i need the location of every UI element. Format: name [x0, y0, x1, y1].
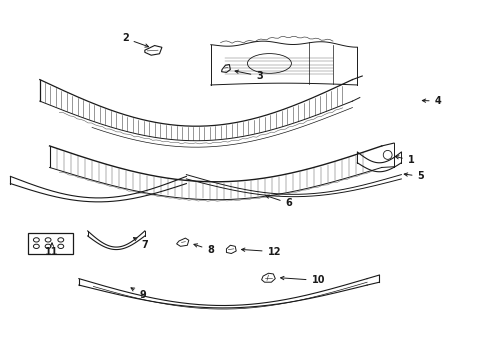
Text: 10: 10	[281, 275, 325, 285]
Text: 3: 3	[235, 70, 263, 81]
Text: 1: 1	[395, 155, 415, 165]
Text: 9: 9	[131, 288, 146, 300]
Text: 11: 11	[45, 243, 59, 257]
Text: 8: 8	[194, 244, 214, 255]
Bar	[27, 233, 73, 253]
Text: 5: 5	[404, 171, 424, 181]
Text: 2: 2	[122, 33, 148, 47]
Text: 7: 7	[133, 238, 148, 249]
Text: 12: 12	[242, 247, 281, 257]
Text: 4: 4	[422, 96, 441, 106]
Text: 6: 6	[266, 195, 293, 208]
